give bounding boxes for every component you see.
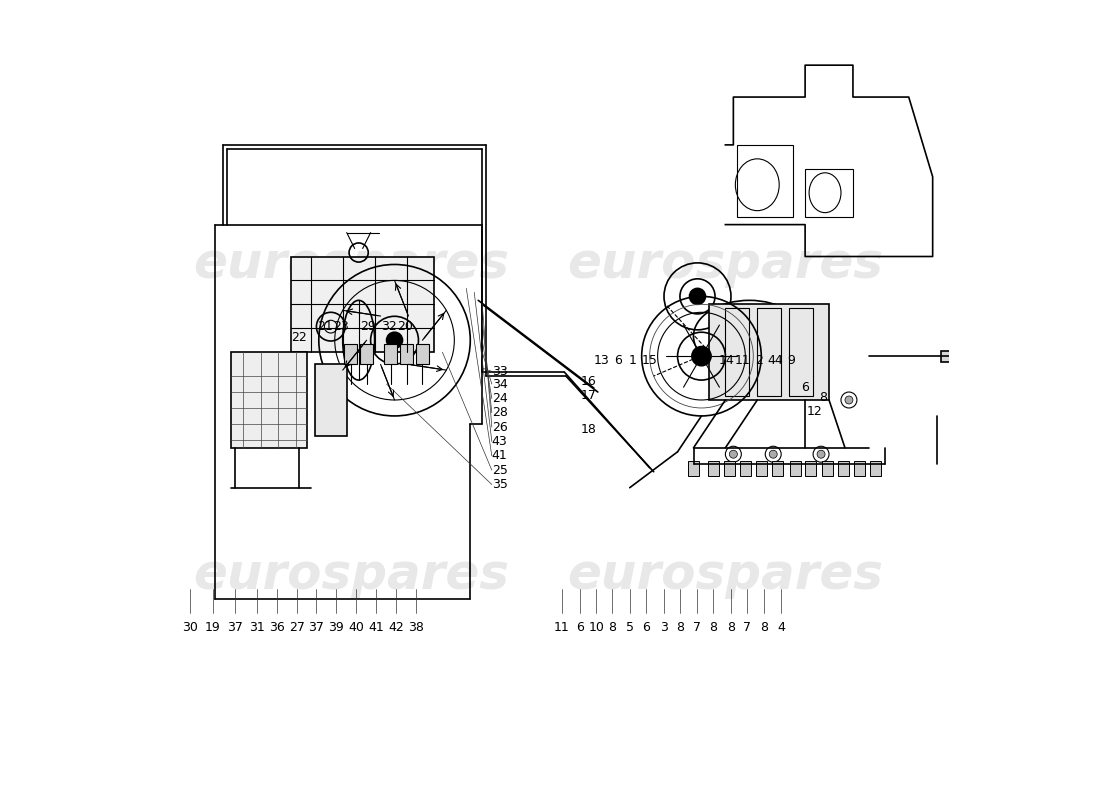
Text: eurospares: eurospares (192, 551, 508, 599)
Text: 35: 35 (492, 478, 508, 491)
Text: 41: 41 (368, 621, 384, 634)
Text: 5: 5 (626, 621, 634, 634)
Circle shape (769, 450, 778, 458)
Bar (315, 364, 346, 436)
Text: 31: 31 (250, 621, 265, 634)
Bar (940, 350, 960, 362)
Text: 38: 38 (408, 621, 424, 634)
Bar (361, 344, 373, 364)
Bar (790, 462, 801, 476)
Text: 8: 8 (727, 621, 735, 634)
Text: 12: 12 (806, 405, 823, 418)
Text: 6: 6 (801, 381, 808, 394)
Bar (290, 257, 434, 352)
Bar (805, 169, 852, 217)
Text: 28: 28 (492, 406, 508, 419)
Bar (870, 462, 881, 476)
Text: 40: 40 (349, 621, 364, 634)
Text: 17: 17 (581, 390, 596, 402)
Text: 43: 43 (492, 435, 507, 448)
Text: 3: 3 (660, 621, 668, 634)
Bar (724, 462, 735, 476)
Text: 10: 10 (588, 621, 604, 634)
Circle shape (845, 396, 853, 404)
Text: 22: 22 (292, 331, 307, 344)
Text: 44: 44 (767, 354, 783, 366)
Bar (400, 344, 412, 364)
Text: 23: 23 (333, 320, 349, 333)
Text: 7: 7 (693, 621, 702, 634)
Circle shape (817, 450, 825, 458)
Text: eurospares: eurospares (568, 551, 883, 599)
Text: 11: 11 (735, 354, 751, 366)
Text: 15: 15 (641, 354, 658, 366)
Text: 2: 2 (755, 354, 762, 366)
Bar (710, 304, 829, 400)
Text: 24: 24 (492, 392, 507, 405)
Bar (756, 462, 767, 476)
Text: 30: 30 (182, 621, 198, 634)
Text: 6: 6 (614, 354, 622, 366)
Text: 6: 6 (576, 621, 584, 634)
Text: 9: 9 (786, 354, 794, 366)
Text: 37: 37 (308, 621, 324, 634)
Text: 42: 42 (388, 621, 404, 634)
Text: eurospares: eurospares (568, 241, 883, 289)
Text: 18: 18 (581, 423, 596, 436)
Bar (384, 344, 397, 364)
Bar (416, 344, 429, 364)
Circle shape (386, 332, 403, 348)
Bar (737, 145, 793, 217)
Circle shape (690, 288, 705, 304)
Text: 11: 11 (554, 621, 570, 634)
Text: 21: 21 (317, 320, 333, 333)
Text: 34: 34 (492, 378, 507, 390)
Text: 25: 25 (492, 464, 508, 477)
Bar (688, 462, 700, 476)
Bar (822, 462, 833, 476)
Text: 8: 8 (710, 621, 717, 634)
Bar (789, 308, 813, 396)
Text: 13: 13 (594, 354, 609, 366)
Text: 8: 8 (675, 621, 684, 634)
Text: 14: 14 (719, 354, 735, 366)
Text: 8: 8 (760, 621, 768, 634)
Text: 39: 39 (329, 621, 344, 634)
Text: 4: 4 (778, 621, 785, 634)
Text: 16: 16 (581, 375, 596, 388)
Bar (708, 462, 719, 476)
Bar (757, 308, 781, 396)
Bar (854, 462, 865, 476)
Text: 32: 32 (381, 320, 397, 333)
Text: 27: 27 (289, 621, 305, 634)
Text: 37: 37 (228, 621, 243, 634)
Text: 20: 20 (397, 320, 412, 333)
Text: 1: 1 (628, 354, 636, 366)
Text: 6: 6 (641, 621, 650, 634)
Text: 36: 36 (270, 621, 285, 634)
Text: 7: 7 (742, 621, 751, 634)
Circle shape (729, 450, 737, 458)
Text: 33: 33 (492, 365, 507, 378)
Text: 8: 8 (608, 621, 616, 634)
Text: eurospares: eurospares (192, 241, 508, 289)
Bar (344, 344, 358, 364)
Bar (771, 462, 783, 476)
Text: 8: 8 (820, 391, 827, 404)
Bar (805, 462, 816, 476)
Text: 29: 29 (361, 320, 376, 333)
Text: 41: 41 (492, 450, 507, 462)
Bar (838, 462, 849, 476)
Bar (725, 308, 749, 396)
Text: 19: 19 (205, 621, 221, 634)
Text: 26: 26 (492, 421, 507, 434)
Circle shape (692, 346, 711, 366)
Bar (231, 352, 307, 448)
Bar (739, 462, 751, 476)
